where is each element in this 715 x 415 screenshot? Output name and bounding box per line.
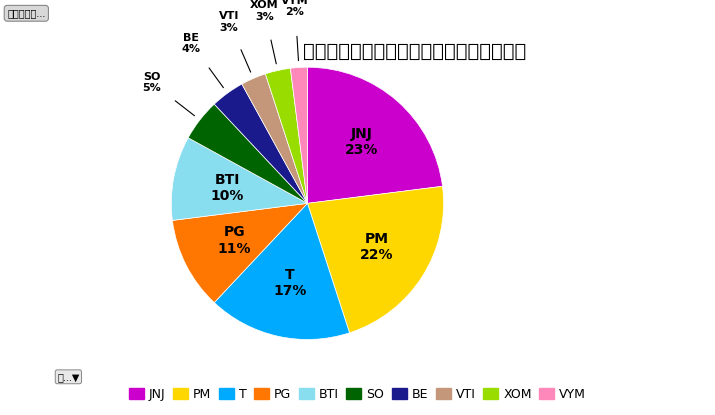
Wedge shape	[188, 104, 307, 203]
Wedge shape	[214, 84, 307, 203]
Legend: JNJ, PM, T, PG, BTI, SO, BE, VTI, XOM, VYM: JNJ, PM, T, PG, BTI, SO, BE, VTI, XOM, V…	[125, 384, 590, 405]
Wedge shape	[290, 67, 307, 203]
Text: SO
5%: SO 5%	[142, 71, 161, 93]
Text: BTI
10%: BTI 10%	[210, 173, 244, 203]
Wedge shape	[265, 68, 307, 203]
Text: 合計／保有...: 合計／保有...	[7, 8, 46, 18]
Wedge shape	[307, 186, 443, 333]
Text: XOM
3%: XOM 3%	[250, 0, 279, 22]
Wedge shape	[214, 203, 350, 339]
Text: JNJ
23%: JNJ 23%	[345, 127, 378, 157]
Text: T
17%: T 17%	[273, 268, 306, 298]
Wedge shape	[172, 203, 307, 303]
Text: PG
11%: PG 11%	[218, 225, 252, 256]
Text: VTI
3%: VTI 3%	[219, 11, 240, 33]
Text: 米国株ポートフォリオ（時価総額ベース）: 米国株ポートフォリオ（時価総額ベース）	[303, 42, 526, 61]
Wedge shape	[172, 138, 307, 220]
Wedge shape	[307, 67, 443, 203]
Wedge shape	[242, 74, 307, 203]
Text: 銘...▼: 銘...▼	[57, 372, 79, 382]
Text: BE
4%: BE 4%	[182, 33, 201, 54]
Text: VYM
2%: VYM 2%	[281, 0, 309, 17]
Text: PM
22%: PM 22%	[360, 232, 393, 262]
